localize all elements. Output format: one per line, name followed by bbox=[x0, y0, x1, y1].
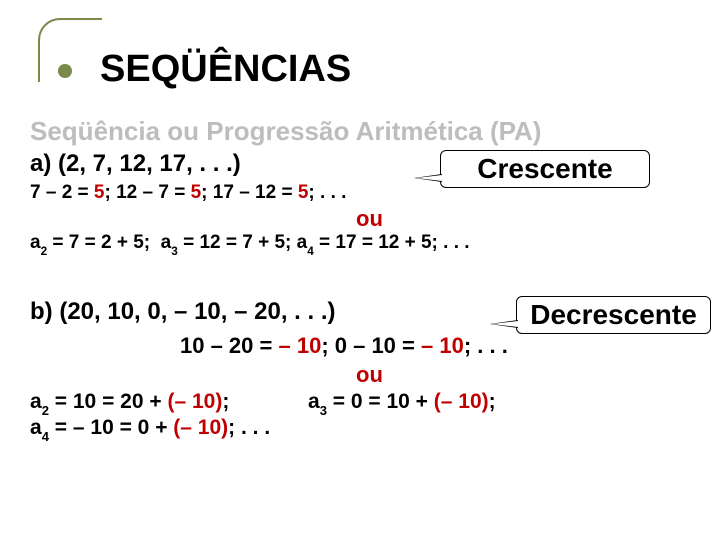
callout-crescente: Crescente bbox=[440, 150, 650, 188]
ou-label-1: ou bbox=[356, 206, 383, 232]
section-b-label: b) (20, 10, 0, – 10, – 20, . . .) bbox=[30, 298, 335, 326]
corner-decoration bbox=[38, 18, 98, 78]
section-a-alt: a2 = 7 = 2 + 5; a3 = 12 = 7 + 5; a4 = 17… bbox=[30, 232, 470, 256]
ou-label-2: ou bbox=[356, 362, 383, 388]
section-b-calc: 10 – 20 = – 10; 0 – 10 = – 10; . . . bbox=[180, 333, 508, 359]
page-title: SEQÜÊNCIAS bbox=[100, 48, 351, 91]
subtitle: Seqüência ou Progressão Aritmética (PA) bbox=[30, 116, 541, 147]
callout-tail-icon bbox=[490, 320, 518, 328]
section-a-label: a) (2, 7, 12, 17, . . .) bbox=[30, 150, 241, 178]
callout-tail-icon bbox=[414, 174, 442, 182]
callout-decrescente: Decrescente bbox=[516, 296, 711, 334]
section-b-alt-1: a2 = 10 = 20 + (– 10); bbox=[30, 390, 229, 416]
section-b-alt-2: a3 = 0 = 10 + (– 10); bbox=[308, 390, 496, 416]
section-a-calc: 7 – 2 = 5; 12 – 7 = 5; 17 – 12 = 5; . . … bbox=[30, 182, 346, 204]
section-b-alt-3: a4 = – 10 = 0 + (– 10); . . . bbox=[30, 416, 270, 442]
